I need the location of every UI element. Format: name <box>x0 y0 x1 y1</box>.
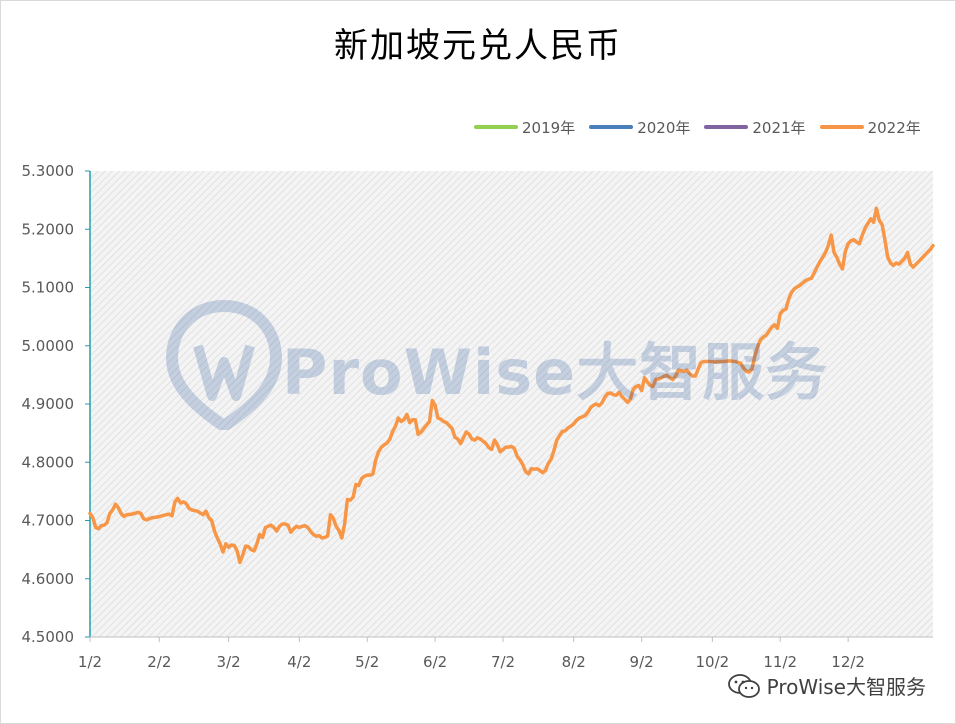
legend-swatch-2021 <box>704 125 749 129</box>
x-tick-label: 4/2 <box>287 653 311 671</box>
axes: 5.3000 5.2000 5.1000 5.0000 4.9000 4.8000 4.70… <box>22 162 933 671</box>
x-tick-label: 7/2 <box>491 653 515 671</box>
legend-item-2020: 2020年 <box>589 117 690 138</box>
y-tick-label: 4.8000 <box>22 453 75 471</box>
x-tick-label: 1/2 <box>78 653 102 671</box>
x-tick-label: 3/2 <box>217 653 241 671</box>
legend-label-2020: 2020年 <box>637 118 691 137</box>
y-tick-label: 5.2000 <box>22 220 75 238</box>
legend-item-2021: 2021年 <box>704 117 806 138</box>
x-tick-label: 12/2 <box>831 653 865 671</box>
legend-item-2022: 2022年 <box>819 117 921 138</box>
legend-item-2019: 2019年 <box>474 117 575 138</box>
y-tick-label: 4.9000 <box>22 395 75 413</box>
series-line-3 <box>88 206 935 565</box>
legend-label-2019: 2019年 <box>522 118 576 137</box>
footer-brand-text: ProWise大智服务 <box>766 675 926 699</box>
series-lines <box>88 206 935 565</box>
legend-label-2022: 2022年 <box>867 118 921 137</box>
x-tick-label: 2/2 <box>147 653 171 671</box>
y-tick-label: 4.7000 <box>22 512 75 530</box>
x-tick-label: 10/2 <box>696 653 730 671</box>
legend-swatch-2020 <box>589 125 634 129</box>
x-tick-label: 11/2 <box>763 653 797 671</box>
y-tick-label: 5.1000 <box>22 279 75 297</box>
x-tick-label: 9/2 <box>630 653 654 671</box>
y-tick-label: 5.3000 <box>22 162 75 180</box>
wechat-icon <box>727 673 760 698</box>
footer-brand: ProWise大智服务 <box>727 671 926 700</box>
plot-background <box>90 171 933 637</box>
y-tick-label: 4.6000 <box>22 570 75 588</box>
legend-label-2021: 2021年 <box>752 118 806 137</box>
x-tick-label: 8/2 <box>562 653 586 671</box>
legend-swatch-2022 <box>819 125 864 129</box>
legend: 2019年 2020年 2021年 2022年 <box>474 116 921 138</box>
chart-title: 新加坡元兑人民币 <box>334 26 622 66</box>
x-tick-label: 5/2 <box>355 653 379 671</box>
y-tick-label: 4.5000 <box>22 628 75 646</box>
x-tick-label: 6/2 <box>423 653 447 671</box>
legend-swatch-2019 <box>474 125 518 129</box>
y-tick-label: 5.0000 <box>22 337 75 355</box>
